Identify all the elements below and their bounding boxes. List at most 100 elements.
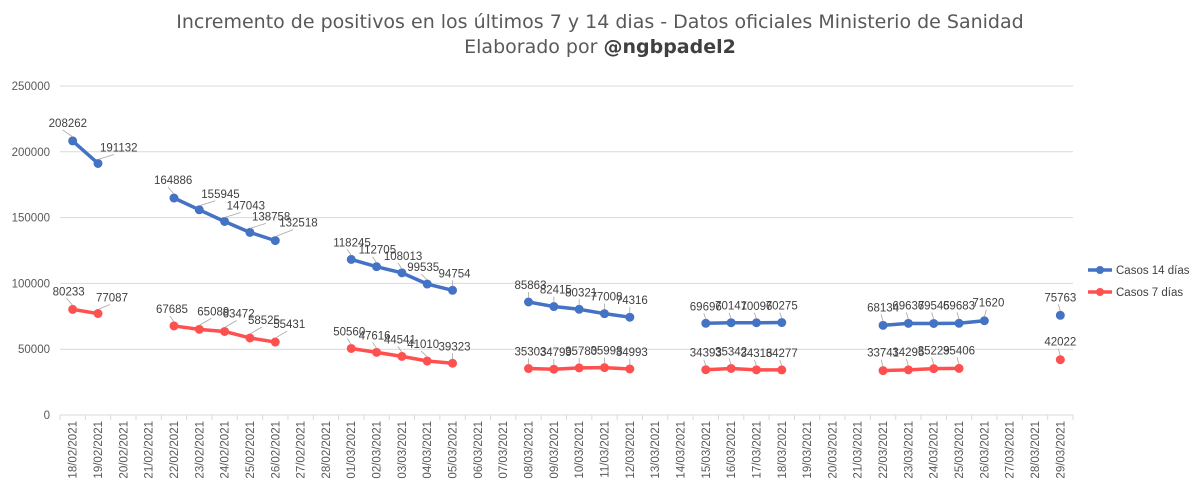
data-label: 34277 <box>766 348 798 360</box>
data-label-leader <box>754 359 757 366</box>
data-point <box>903 318 913 328</box>
data-point <box>1055 355 1065 365</box>
data-label: 82415 <box>540 285 572 297</box>
data-label: 42022 <box>1044 337 1076 349</box>
data-point <box>751 365 761 375</box>
data-label-leader <box>880 314 884 322</box>
data-point <box>346 254 356 264</box>
x-tick-label: 24/02/2021 <box>220 421 232 479</box>
x-tick-label: 28/02/2021 <box>321 421 333 479</box>
x-tick-label: 19/03/2021 <box>802 421 814 479</box>
x-tick-label: 11/03/2021 <box>599 421 611 478</box>
x-tick-label: 15/03/2021 <box>701 421 713 479</box>
x-tick-label: 18/03/2021 <box>777 421 789 479</box>
y-tick-label: 250000 <box>12 81 50 93</box>
data-label-leader <box>249 326 263 335</box>
x-tick-label: 14/03/2021 <box>675 421 687 479</box>
chart-title-handle: @ngbpadel2 <box>603 36 736 58</box>
data-point <box>701 318 711 328</box>
data-point <box>701 365 711 375</box>
data-label: 77087 <box>96 293 128 305</box>
data-label-leader <box>956 357 960 365</box>
x-tick-label: 02/03/2021 <box>372 421 384 479</box>
data-label: 112705 <box>359 245 397 257</box>
data-label: 67685 <box>156 304 188 316</box>
x-tick-label: 28/03/2021 <box>1030 421 1042 479</box>
data-label-leader <box>420 273 428 281</box>
data-point <box>194 324 204 334</box>
data-point <box>599 363 609 373</box>
data-label: 34393 <box>690 348 722 360</box>
data-point <box>625 364 635 374</box>
data-label-leader <box>1057 304 1061 312</box>
x-tick-label: 29/03/2021 <box>1055 421 1067 479</box>
x-tick-label: 17/03/2021 <box>751 421 763 479</box>
data-label: 65089 <box>197 306 229 318</box>
data-label-leader <box>906 358 909 366</box>
data-point <box>422 356 432 366</box>
data-point <box>777 365 787 375</box>
data-label: 68134 <box>867 302 900 314</box>
data-label-leader <box>199 200 216 207</box>
x-tick-label: 08/03/2021 <box>524 421 536 479</box>
x-axis: 18/02/2021 19/02/2021 20/02/2021 21/02/2021… <box>59 415 1074 479</box>
data-point <box>599 309 609 319</box>
legend-swatch-marker <box>1096 266 1104 274</box>
data-label: 69637 <box>892 300 924 312</box>
y-tick-label: 50000 <box>18 344 50 356</box>
data-point <box>751 318 761 328</box>
chart-title-line2: Elaborado por @ngbpadel2 <box>0 35 1200 60</box>
data-label-leader <box>372 342 377 349</box>
data-label-leader <box>167 186 175 195</box>
data-point <box>878 320 888 330</box>
data-point <box>777 318 787 328</box>
data-label: 69683 <box>943 300 975 312</box>
x-tick-label: 16/03/2021 <box>726 421 738 479</box>
data-label: 34316 <box>740 348 772 360</box>
data-label-leader <box>249 223 267 229</box>
data-point <box>169 193 179 203</box>
data-label: 33741 <box>867 348 899 360</box>
data-label: 70096 <box>740 301 772 313</box>
data-label-leader <box>199 317 212 326</box>
x-tick-label: 05/03/2021 <box>448 421 460 479</box>
data-label: 94754 <box>439 268 472 280</box>
data-label: 35303 <box>515 347 547 359</box>
data-point <box>954 363 964 373</box>
data-point <box>903 365 913 375</box>
data-point <box>726 318 736 328</box>
data-label: 69545 <box>918 300 950 312</box>
data-point <box>549 364 559 374</box>
data-point <box>549 302 559 312</box>
data-label: 80321 <box>565 287 597 299</box>
x-tick-label: 27/03/2021 <box>1005 421 1017 479</box>
x-tick-label: 07/03/2021 <box>498 421 510 479</box>
series-line <box>881 366 961 373</box>
data-label: 34993 <box>616 347 648 359</box>
data-point <box>625 312 635 322</box>
data-label-leader <box>703 313 707 320</box>
data-label-leader <box>956 312 960 320</box>
data-label: 118245 <box>333 237 371 249</box>
data-point <box>346 343 356 353</box>
data-label-leader <box>397 346 403 353</box>
data-point <box>574 363 584 373</box>
y-tick-label: 200000 <box>12 147 50 159</box>
data-labels: 208262 191132 164886 1559451470431387581325… <box>49 118 1076 367</box>
chart-title-prefix: Elaborado por <box>464 36 604 58</box>
data-label-leader <box>397 262 403 270</box>
data-label-leader <box>97 304 111 310</box>
data-point <box>524 364 534 374</box>
data-point <box>954 318 964 328</box>
x-tick-label: 22/03/2021 <box>878 421 890 479</box>
data-label-leader <box>62 129 73 138</box>
data-label: 35780 <box>565 346 597 358</box>
data-point <box>1055 310 1065 320</box>
x-tick-label: 09/03/2021 <box>549 421 561 479</box>
x-tick-label: 24/03/2021 <box>929 421 941 479</box>
x-tick-label: 25/02/2021 <box>245 421 257 479</box>
series-line <box>704 366 784 372</box>
x-tick-label: 25/03/2021 <box>954 421 966 479</box>
data-label-leader <box>66 298 73 306</box>
